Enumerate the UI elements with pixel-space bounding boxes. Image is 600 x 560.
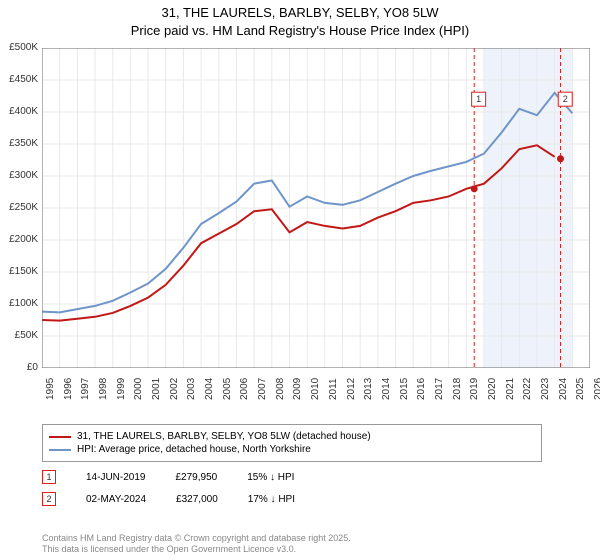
legend: 31, THE LAURELS, BARLBY, SELBY, YO8 5LW …	[42, 424, 542, 462]
legend-swatch	[49, 449, 71, 451]
data-delta: 17% ↓ HPI	[248, 494, 295, 505]
title-line-2: Price paid vs. HM Land Registry's House …	[0, 22, 600, 40]
title-line-1: 31, THE LAURELS, BARLBY, SELBY, YO8 5LW	[0, 4, 600, 22]
data-price: £327,000	[176, 494, 218, 505]
data-date: 02-MAY-2024	[86, 494, 146, 505]
chart-svg: 12	[42, 48, 590, 368]
legend-item-price-paid: 31, THE LAURELS, BARLBY, SELBY, YO8 5LW …	[49, 431, 535, 442]
data-delta: 15% ↓ HPI	[247, 472, 294, 483]
chart-title: 31, THE LAURELS, BARLBY, SELBY, YO8 5LW …	[0, 0, 600, 39]
legend-label: HPI: Average price, detached house, Nort…	[77, 444, 311, 455]
svg-text:2: 2	[563, 94, 568, 104]
data-date: 14-JUN-2019	[86, 472, 145, 483]
footer: Contains HM Land Registry data © Crown c…	[42, 533, 351, 556]
chart-plot-area: 12	[42, 48, 590, 368]
legend-item-hpi: HPI: Average price, detached house, Nort…	[49, 444, 535, 455]
chart-container: 31, THE LAURELS, BARLBY, SELBY, YO8 5LW …	[0, 0, 600, 560]
footer-line-1: Contains HM Land Registry data © Crown c…	[42, 533, 351, 545]
marker-box: 2	[42, 492, 56, 506]
data-row-1: 1 14-JUN-2019 £279,950 15% ↓ HPI	[42, 470, 294, 484]
data-price: £279,950	[175, 472, 217, 483]
legend-swatch	[49, 436, 71, 438]
data-row-2: 2 02-MAY-2024 £327,000 17% ↓ HPI	[42, 492, 295, 506]
marker-box: 1	[42, 470, 56, 484]
svg-text:1: 1	[476, 94, 481, 104]
legend-label: 31, THE LAURELS, BARLBY, SELBY, YO8 5LW …	[77, 431, 371, 442]
footer-line-2: This data is licensed under the Open Gov…	[42, 544, 351, 556]
